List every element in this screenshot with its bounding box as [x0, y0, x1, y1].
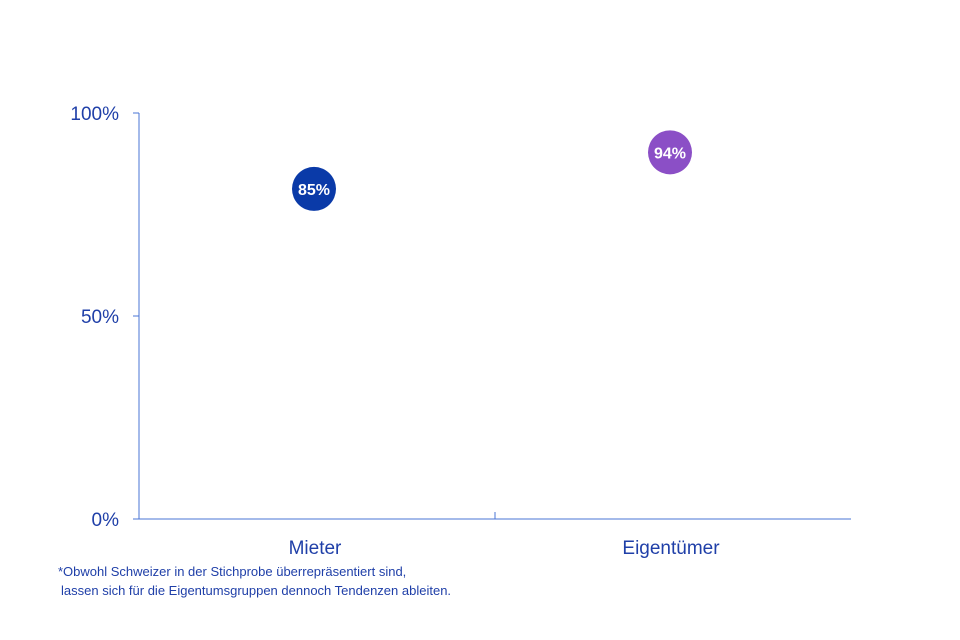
x-axis-categories: Mieter Eigentümer — [289, 538, 721, 559]
y-tick-label: 0% — [92, 510, 120, 531]
x-category-label: Mieter — [289, 538, 342, 559]
y-tick-label: 50% — [81, 307, 119, 328]
footnote: *Obwohl Schweizer in der Stichprobe über… — [58, 562, 658, 600]
data-points: 85% 94% — [292, 130, 692, 211]
data-point-label: 94% — [654, 145, 686, 162]
chart-axes — [138, 113, 851, 520]
data-point — [648, 130, 692, 175]
y-tick-label: 100% — [70, 104, 119, 125]
footnote-line-1: *Obwohl Schweizer in der Stichprobe über… — [58, 564, 407, 579]
chart: 0% 50% 100% Mieter Eigentümer 85% 94% — [70, 104, 851, 559]
data-point — [292, 166, 336, 211]
x-category-label: Eigentümer — [622, 538, 720, 559]
data-point-label: 85% — [298, 182, 330, 199]
footnote-line-2: lassen sich für die Eigentumsgruppen den… — [61, 583, 452, 598]
y-axis-ticks: 0% 50% 100% — [70, 104, 139, 531]
